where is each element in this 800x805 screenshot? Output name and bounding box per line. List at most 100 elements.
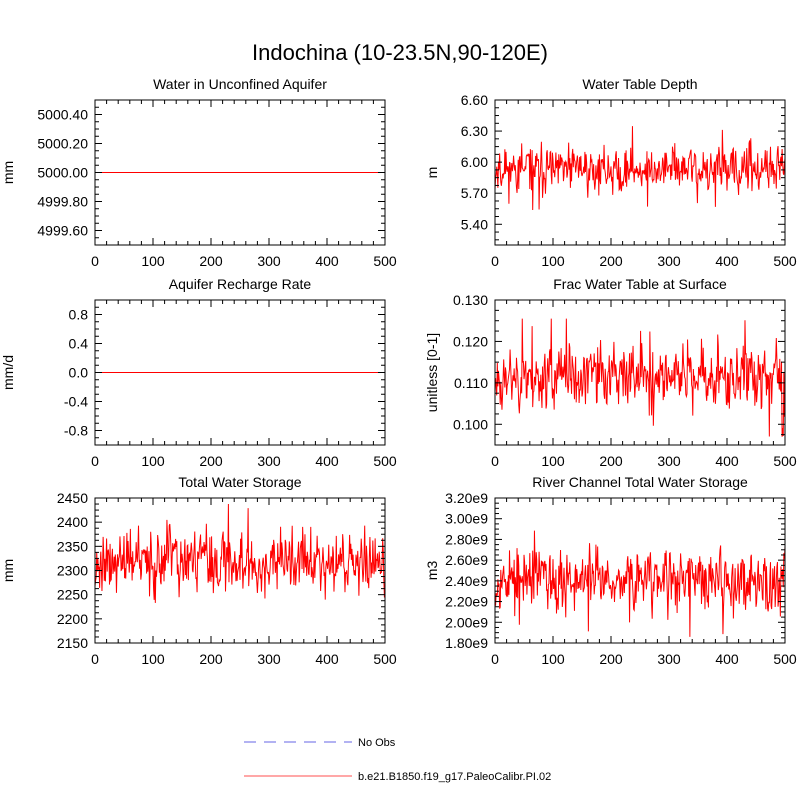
- x-tick-label: 300: [657, 253, 681, 269]
- y-tick-label: 5000.00: [37, 165, 88, 181]
- y-tick-label: 0.120: [453, 333, 488, 349]
- x-tick-label: 400: [715, 253, 739, 269]
- y-tick-label: 3.00e9: [445, 511, 488, 527]
- y-tick-label: 0.130: [453, 292, 488, 308]
- figure-title: Indochina (10-23.5N,90-120E): [252, 40, 548, 65]
- chart-panel-3: Aquifer Recharge Rate mm/d 0 100 200 300 400 50…: [0, 276, 397, 469]
- y-tick-label: 2.20e9: [445, 594, 488, 610]
- y-tick-label: 2.40e9: [445, 573, 488, 589]
- panel-title: Water Table Depth: [582, 76, 697, 92]
- series-line: [494, 126, 786, 211]
- y-tick-label: 4999.60: [37, 223, 88, 239]
- y-tick-label: 0.110: [454, 375, 488, 391]
- panel-title: Frac Water Table at Surface: [553, 276, 727, 292]
- x-tick-label: 200: [599, 651, 623, 667]
- y-tick-label: 2400: [57, 514, 88, 530]
- x-tick-label: 300: [257, 651, 281, 667]
- y-tick-label: 2350: [57, 538, 88, 554]
- chart-panel-6: River Channel Total Water Storage m3 0 100 2…: [424, 474, 797, 667]
- y-tick-label: 5.70: [461, 185, 488, 201]
- y-axis-label: mm: [0, 559, 16, 582]
- series-line: [494, 318, 786, 437]
- y-tick-label: 0.100: [453, 416, 488, 432]
- y-tick-label: 1.80e9: [445, 635, 488, 651]
- x-tick-label: 300: [257, 453, 281, 469]
- y-axis-label: m3: [424, 561, 440, 581]
- x-tick-label: 200: [599, 253, 623, 269]
- series-line: [94, 503, 386, 603]
- chart-panel-4: Frac Water Table at Surface unitless [0-1…: [424, 276, 797, 469]
- y-axis-label: mm: [0, 161, 16, 184]
- y-tick-label: 6.30: [461, 123, 488, 139]
- plot-frame: [494, 99, 786, 246]
- x-tick-label: 100: [541, 453, 565, 469]
- y-tick-label: 2150: [57, 635, 88, 651]
- y-tick-label: 0.8: [69, 307, 89, 323]
- x-tick-label: 500: [773, 453, 797, 469]
- panel-title: Water in Unconfined Aquifer: [153, 76, 327, 92]
- y-tick-label: 0.0: [69, 365, 89, 381]
- legend: No Obs b.e21.B1850.f19_g17.PaleoCalibr.PI…: [244, 737, 551, 783]
- y-tick-label: 2450: [57, 490, 88, 506]
- x-tick-label: 300: [657, 651, 681, 667]
- y-tick-label: 0.4: [69, 336, 89, 352]
- x-tick-label: 400: [315, 253, 339, 269]
- x-tick-label: 0: [91, 651, 99, 667]
- x-tick-label: 400: [315, 651, 339, 667]
- x-tick-label: 200: [199, 453, 223, 469]
- x-tick-label: 400: [715, 651, 739, 667]
- x-tick-label: 200: [599, 453, 623, 469]
- x-tick-label: 0: [91, 453, 99, 469]
- chart-panel-2: Water Table Depth m 0 100 200 300 400 500 5.40 5.…: [424, 76, 797, 269]
- x-tick-label: 100: [541, 651, 565, 667]
- panel-title: Total Water Storage: [178, 474, 301, 490]
- x-tick-label: 0: [491, 651, 499, 667]
- y-axis-label: mm/d: [0, 355, 16, 390]
- x-tick-label: 100: [141, 651, 165, 667]
- y-tick-label: 3.20e9: [445, 490, 488, 506]
- legend-item: No Obs: [244, 737, 396, 749]
- y-tick-label: 2250: [57, 587, 88, 603]
- x-tick-label: 0: [491, 253, 499, 269]
- x-tick-label: 200: [199, 253, 223, 269]
- y-axis-label: m: [424, 167, 440, 179]
- x-tick-label: 500: [373, 651, 397, 667]
- legend-item: b.e21.B1850.f19_g17.PaleoCalibr.PI.02: [244, 771, 551, 783]
- legend-label: No Obs: [358, 737, 396, 749]
- chart-panel-1: Water in Unconfined Aquifer mm 0 100 200 300 4…: [0, 76, 397, 269]
- x-tick-label: 500: [373, 253, 397, 269]
- x-tick-label: 300: [257, 253, 281, 269]
- x-tick-label: 100: [141, 453, 165, 469]
- y-tick-label: 4999.80: [37, 194, 88, 210]
- y-tick-label: 5000.20: [37, 136, 88, 152]
- chart-panel-5: Total Water Storage mm 0 100 200 300 400 500 215…: [0, 474, 397, 667]
- panels: Water in Unconfined Aquifer mm 0 100 200 300 4…: [0, 76, 797, 667]
- legend-label: b.e21.B1850.f19_g17.PaleoCalibr.PI.02: [358, 771, 551, 783]
- x-tick-label: 0: [491, 453, 499, 469]
- y-tick-label: 2300: [57, 563, 88, 579]
- y-tick-label: -0.8: [64, 423, 88, 439]
- x-tick-label: 500: [773, 253, 797, 269]
- x-tick-label: 500: [373, 453, 397, 469]
- y-tick-label: 5000.40: [37, 107, 88, 123]
- y-tick-label: 2.80e9: [445, 531, 488, 547]
- y-tick-label: 6.00: [461, 154, 488, 170]
- y-tick-label: 5.40: [461, 216, 488, 232]
- y-tick-label: 2.60e9: [445, 552, 488, 568]
- x-tick-label: 0: [91, 253, 99, 269]
- y-tick-label: 2.00e9: [445, 614, 488, 630]
- x-tick-label: 200: [199, 651, 223, 667]
- x-tick-label: 100: [541, 253, 565, 269]
- panel-title: River Channel Total Water Storage: [532, 474, 748, 490]
- x-tick-label: 400: [715, 453, 739, 469]
- x-tick-label: 100: [141, 253, 165, 269]
- x-tick-label: 500: [773, 651, 797, 667]
- y-tick-label: -0.4: [64, 394, 88, 410]
- panel-title: Aquifer Recharge Rate: [169, 276, 312, 292]
- y-tick-label: 2200: [57, 611, 88, 627]
- series-line: [494, 530, 786, 637]
- y-tick-label: 6.60: [461, 92, 488, 108]
- x-tick-label: 300: [657, 453, 681, 469]
